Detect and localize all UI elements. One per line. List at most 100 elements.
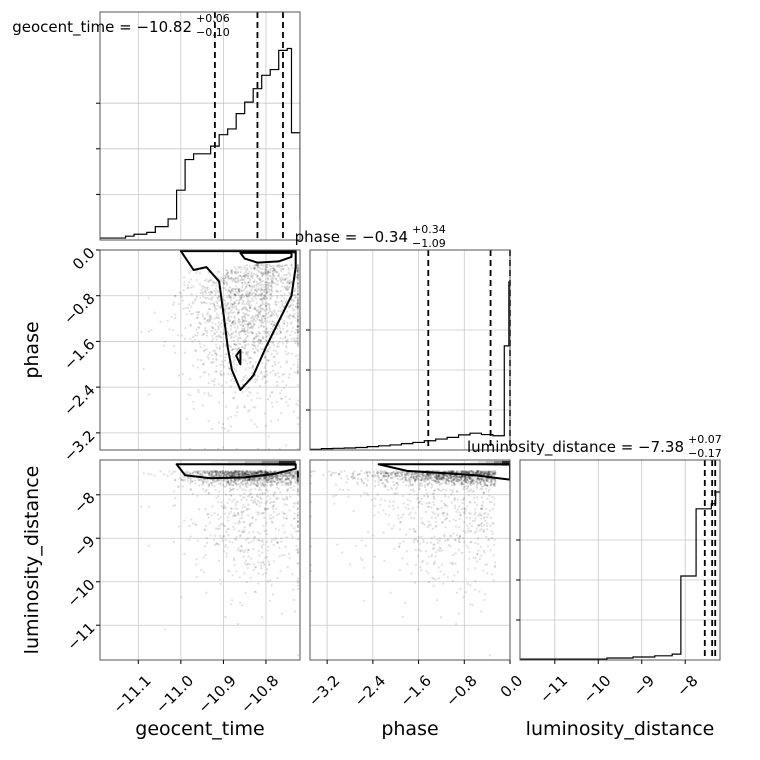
scatter-point [296,270,299,274]
scatter-point [270,277,273,280]
scatter-point [215,470,218,473]
scatter-point [153,474,156,478]
scatter-point [197,388,200,392]
scatter-point [463,476,466,479]
scatter-point [464,478,467,481]
scatter-point [273,355,276,358]
scatter-point [248,477,251,480]
scatter-point [438,475,441,478]
scatter-point [204,480,207,483]
scatter-point [263,480,266,483]
scatter-point [241,483,244,486]
scatter-point [226,318,229,322]
scatter-point [296,474,299,478]
scatter-point [261,271,264,274]
scatter-point [420,479,423,482]
scatter-point [189,394,192,397]
scatter-point [428,474,432,478]
scatter-point [264,502,267,505]
scatter-point [233,348,237,351]
scatter-point [436,480,439,483]
scatter-point [288,552,291,555]
scatter-point [469,603,472,606]
scatter-point [424,480,427,483]
scatter-point [252,280,255,283]
scatter-point [206,470,209,473]
scatter-point [485,479,488,483]
scatter-point [226,472,229,475]
scatter-point [253,478,256,481]
scatter-point [484,479,488,482]
scatter-point [487,478,490,481]
scatter-point [472,480,475,483]
scatter-point [234,473,237,476]
scatter-point [465,481,468,484]
scatter-point [183,337,187,340]
scatter-point [183,276,186,279]
scatter-point [258,554,261,557]
scatter-point [296,301,299,304]
scatter-point [225,555,228,558]
scatter-point [253,478,256,481]
scatter-point [473,519,476,522]
scatter-point [473,588,477,591]
scatter-point [265,359,268,362]
scatter-point [202,333,206,336]
scatter-point [413,473,416,476]
scatter-point [296,328,299,332]
scatter-point [261,471,264,474]
scatter-point [222,524,226,527]
scatter-point [265,470,268,473]
scatter-point [217,321,220,324]
scatter-point [350,475,353,478]
scatter-point [444,480,448,483]
scatter-point [271,267,275,270]
scatter-point [272,543,275,547]
scatter-point [475,471,478,474]
scatter-point [282,267,285,271]
scatter-point [235,538,238,541]
scatter-point [296,416,299,419]
scatter-point [462,479,465,482]
scatter-point [285,353,288,356]
scatter-point [230,299,233,302]
scatter-point [243,496,246,499]
scatter-point [208,351,211,354]
scatter-point [280,270,283,273]
scatter-point [442,511,445,514]
scatter-point [284,263,287,267]
scatter-point [260,470,263,474]
scatter-point [196,331,199,334]
scatter-point [296,269,299,272]
scatter-point [340,477,343,480]
scatter-point [459,514,462,517]
scatter-point [219,305,222,308]
scatter-point [265,471,268,474]
scatter-point [259,471,262,474]
scatter-point [237,473,240,476]
scatter-point [377,471,380,474]
scatter-point [243,276,247,279]
scatter-point [293,471,296,475]
scatter-point [261,470,265,473]
scatter-point [243,472,246,475]
scatter-point [482,471,485,475]
scatter-point [213,282,216,285]
scatter-point [237,318,240,321]
scatter-point [296,471,299,474]
scatter-point [253,279,256,282]
scatter-point [207,394,210,397]
scatter-point [296,470,299,473]
scatter-point [274,474,277,477]
scatter-point [296,471,299,474]
scatter-point [260,484,263,487]
scatter-point [365,484,368,487]
scatter-point [282,516,285,519]
scatter-point [240,308,244,311]
scatter-point [233,303,236,306]
scatter-point [266,478,269,482]
scatter-point [284,478,287,481]
scatter-point [293,293,296,297]
scatter-point [264,424,267,427]
scatter-point [425,476,429,479]
